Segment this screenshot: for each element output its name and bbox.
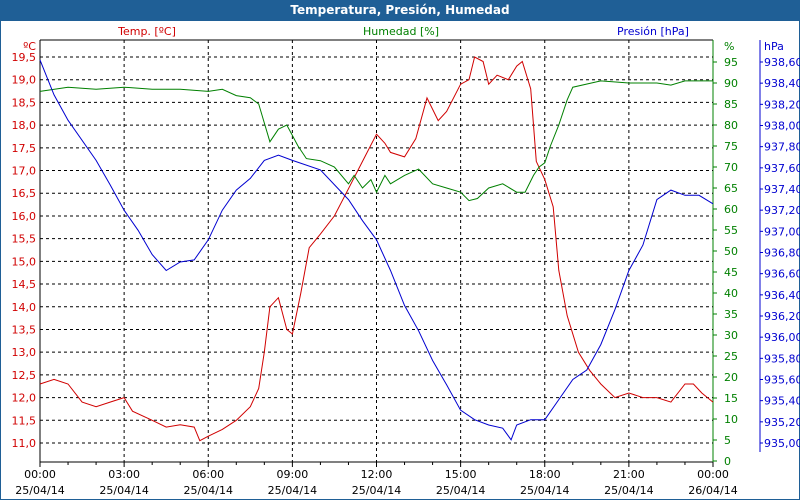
- x-tick-time: 21:00: [613, 468, 645, 481]
- pressure-tick-label: 936,80: [764, 247, 800, 260]
- temp-unit-label: ºC: [23, 40, 36, 53]
- x-tick-date: 25/04/14: [184, 484, 233, 497]
- temp-tick-label: 14,0: [12, 301, 37, 314]
- pressure-tick-label: 938,00: [764, 120, 800, 133]
- temp-tick-label: 19,0: [12, 74, 37, 87]
- x-tick-date: 25/04/14: [604, 484, 653, 497]
- humidity-tick-label: 15: [724, 392, 738, 405]
- temp-tick-label: 11,0: [12, 437, 37, 450]
- pressure-tick-label: 935,00: [764, 437, 800, 450]
- temp-tick-label: 16,5: [12, 187, 37, 200]
- series-line-pres: [39, 59, 714, 441]
- pressure-tick-label: 935,80: [764, 352, 800, 365]
- temp-tick-label: 18,5: [12, 96, 37, 109]
- pressure-tick-label: 938,20: [764, 98, 800, 111]
- pressure-tick-label: 938,40: [764, 77, 800, 90]
- pressure-tick-label: 936,60: [764, 268, 800, 281]
- temp-tick-label: 14,5: [12, 278, 37, 291]
- temp-tick-label: 17,5: [12, 142, 37, 155]
- humidity-tick-label: 60: [724, 203, 738, 216]
- pressure-tick-label: 936,20: [764, 310, 800, 323]
- temp-tick-label: 12,0: [12, 392, 37, 405]
- temp-tick-label: 17,0: [12, 165, 37, 178]
- humidity-tick-label: 85: [724, 98, 738, 111]
- humidity-tick-label: 55: [724, 224, 738, 237]
- pressure-tick-label: 935,60: [764, 374, 800, 387]
- temp-tick-label: 13,5: [12, 323, 37, 336]
- x-tick-time: 18:00: [529, 468, 561, 481]
- series-line-hum: [39, 80, 713, 202]
- x-tick-date: 25/04/14: [15, 484, 64, 497]
- pressure-tick-label: 937,00: [764, 225, 800, 238]
- x-tick-time: 09:00: [277, 468, 309, 481]
- x-tick-time: 12:00: [361, 468, 393, 481]
- humidity-tick-label: 0: [724, 455, 731, 468]
- legend-pressure: Presión [hPa]: [617, 25, 689, 38]
- x-tick-time: 00:00: [697, 468, 729, 481]
- pressure-tick-label: 937,40: [764, 183, 800, 196]
- pressure-tick-label: 936,00: [764, 331, 800, 344]
- x-tick-date: 26/04/14: [688, 484, 737, 497]
- humidity-tick-label: 45: [724, 266, 738, 279]
- humidity-tick-label: 40: [724, 287, 738, 300]
- humidity-tick-label: 20: [724, 371, 738, 384]
- legend-humidity: Humedad [%]: [363, 25, 439, 38]
- humidity-tick-label: 10: [724, 413, 738, 426]
- temp-tick-label: 15,5: [12, 233, 37, 246]
- humidity-tick-label: 35: [724, 308, 738, 321]
- humidity-tick-label: 70: [724, 161, 738, 174]
- x-tick-date: 25/04/14: [268, 484, 317, 497]
- humidity-tick-label: 90: [724, 77, 738, 90]
- humidity-tick-label: 30: [724, 329, 738, 342]
- pressure-tick-label: 937,80: [764, 141, 800, 154]
- legend-temp: Temp. [ºC]: [117, 25, 176, 38]
- pressure-tick-label: 937,60: [764, 162, 800, 175]
- humidity-tick-label: 50: [724, 245, 738, 258]
- temp-tick-label: 19,5: [12, 51, 37, 64]
- x-tick-date: 25/04/14: [436, 484, 485, 497]
- x-tick-time: 03:00: [108, 468, 140, 481]
- humidity-tick-label: 65: [724, 182, 738, 195]
- x-tick-date: 25/04/14: [352, 484, 401, 497]
- humidity-tick-label: 75: [724, 140, 738, 153]
- humidity-unit-label: %: [724, 40, 734, 53]
- humidity-tick-label: 95: [724, 56, 738, 69]
- temp-tick-label: 12,5: [12, 369, 37, 382]
- temp-tick-label: 16,0: [12, 210, 37, 223]
- humidity-tick-label: 25: [724, 350, 738, 363]
- pressure-tick-label: 936,40: [764, 289, 800, 302]
- pressure-tick-label: 937,20: [764, 204, 800, 217]
- pressure-unit-label: hPa: [764, 40, 784, 53]
- humidity-tick-label: 80: [724, 119, 738, 132]
- temp-tick-label: 18,0: [12, 119, 37, 132]
- series-line-temp: [39, 56, 714, 442]
- temp-tick-label: 11,5: [12, 414, 37, 427]
- x-tick-time: 00:00: [24, 468, 56, 481]
- pressure-tick-label: 938,60: [764, 56, 800, 69]
- temp-tick-label: 13,0: [12, 346, 37, 359]
- temp-tick-label: 15,0: [12, 255, 37, 268]
- x-tick-time: 06:00: [192, 468, 224, 481]
- humidity-tick-label: 5: [724, 434, 731, 447]
- x-tick-time: 15:00: [445, 468, 477, 481]
- pressure-tick-label: 935,40: [764, 395, 800, 408]
- x-tick-date: 25/04/14: [520, 484, 569, 497]
- chart-title: Temperatura, Presión, Humedad: [0, 0, 800, 21]
- pressure-tick-label: 935,20: [764, 416, 800, 429]
- x-tick-date: 25/04/14: [99, 484, 148, 497]
